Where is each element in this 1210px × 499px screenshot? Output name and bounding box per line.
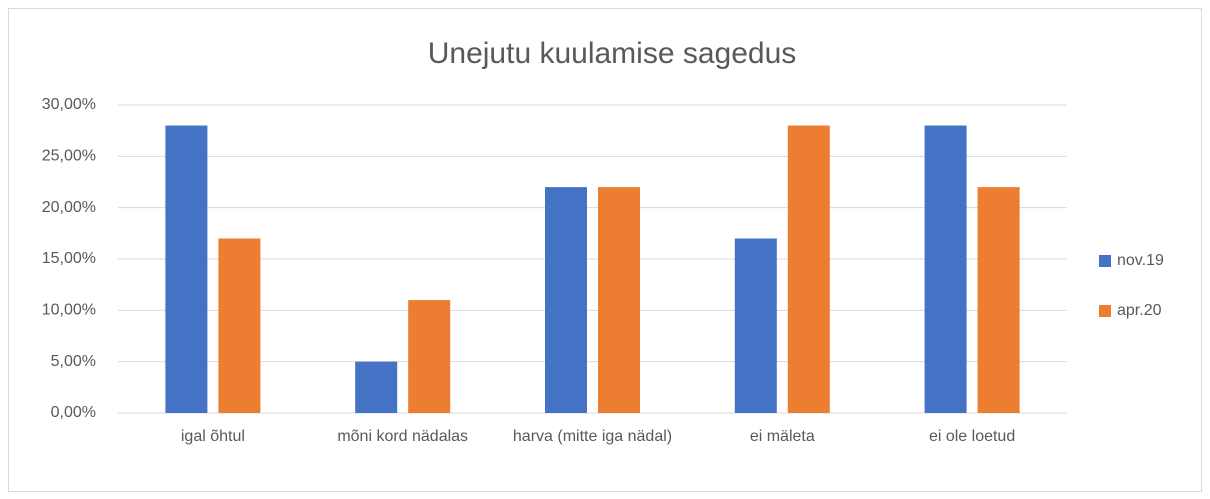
legend-swatch (1099, 255, 1111, 267)
x-tick-label-box: ei mäleta (749, 428, 815, 445)
legend-swatch (1099, 305, 1111, 317)
bar (734, 238, 777, 413)
x-tick-label: ei mäleta (749, 428, 815, 445)
y-tick-label: 15,00% (42, 250, 96, 267)
y-tick-label: 0,00% (51, 404, 96, 421)
x-tick-label: mõni kord nädalas (337, 428, 469, 445)
chart-title: Unejutu kuulamise sagedus (428, 37, 797, 70)
bar (977, 187, 1020, 413)
bar (165, 125, 208, 414)
bar (545, 187, 587, 413)
bar (355, 361, 398, 413)
y-tick-label: 30,00% (42, 96, 96, 113)
x-tick-label-box: igal õhtul (180, 428, 245, 445)
y-tick-label: 10,00% (42, 302, 96, 319)
x-tick-label-box: mõni kord nädalas (337, 428, 469, 445)
legend-label: nov.19 (1117, 252, 1164, 269)
bar (218, 238, 261, 413)
bar (787, 125, 830, 414)
bar (924, 125, 967, 414)
y-tick-label: 20,00% (42, 199, 96, 216)
x-tick-label: ei ole loetud (928, 428, 1016, 445)
legend-label: apr.20 (1117, 302, 1162, 319)
bar (408, 300, 451, 413)
bar (598, 187, 640, 413)
x-tick-label-box: ei ole loetud (928, 428, 1016, 445)
x-tick-label: harva (mitte iga nädal) (512, 428, 673, 445)
y-tick-label: 25,00% (42, 148, 96, 165)
x-tick-label-box: harva (mitte iga nädal) (512, 428, 673, 445)
y-tick-label: 5,00% (51, 353, 96, 370)
x-tick-label: igal õhtul (180, 428, 245, 445)
